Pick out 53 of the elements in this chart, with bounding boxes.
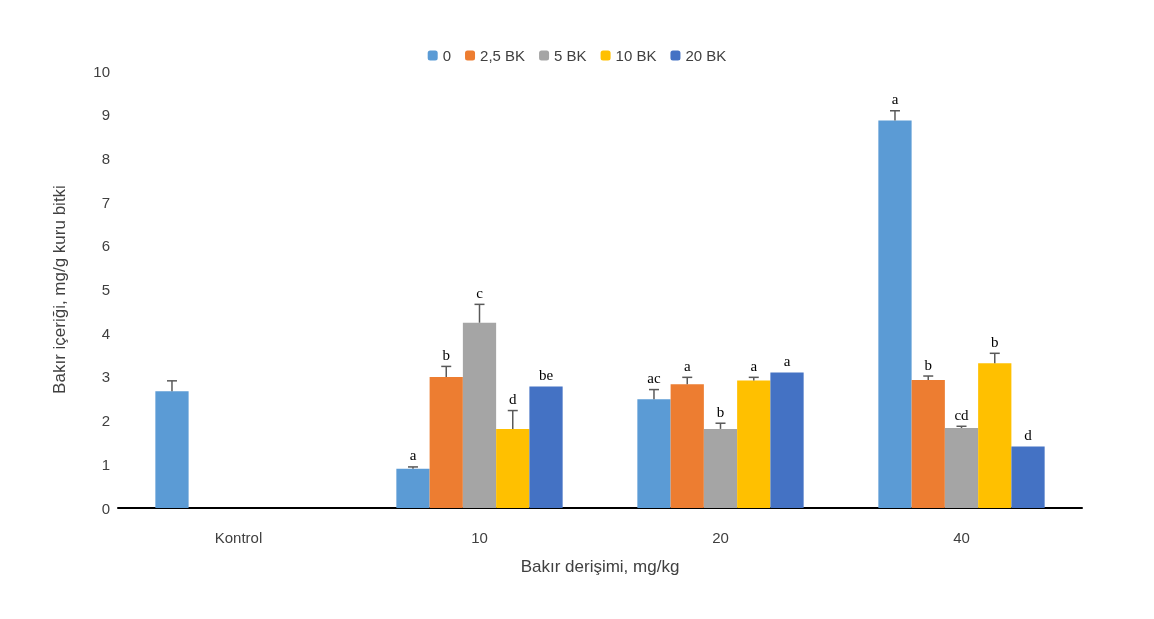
x-tick-label: 40 [953, 529, 970, 546]
bar [911, 379, 945, 508]
y-tick-label: 8 [101, 149, 110, 167]
data-label: d [509, 391, 518, 408]
data-label: b [991, 333, 999, 350]
bar [1011, 446, 1045, 508]
bar [703, 428, 738, 508]
data-label: c [476, 284, 484, 301]
data-label: a [683, 357, 691, 374]
legend-label: 10 BK [615, 47, 657, 64]
y-tick-label: 3 [101, 368, 110, 386]
legend-label: 20 BK [685, 47, 727, 64]
x-tick-label: Kontrol [214, 529, 263, 546]
y-axis-title: Bakır içeriği, mg/g kuru bitki [50, 185, 69, 394]
y-tick-label: 5 [101, 281, 110, 298]
bar [944, 428, 979, 508]
y-tick-label: 9 [101, 106, 110, 124]
bar [396, 468, 430, 508]
x-tick-label: 20 [712, 529, 729, 546]
bar [770, 372, 804, 508]
bar [978, 363, 1012, 508]
y-tick-label: 4 [101, 324, 110, 342]
y-tick-label: 0 [101, 499, 110, 517]
x-tick-label: 10 [471, 529, 488, 546]
y-tick-label: 7 [101, 193, 110, 211]
bar [878, 120, 912, 508]
bar [637, 399, 671, 508]
y-tick-label: 1 [101, 455, 110, 473]
data-label: ac [647, 370, 661, 387]
y-tick-label: 10 [93, 62, 110, 80]
bar [429, 376, 463, 508]
data-label: b [924, 356, 932, 373]
data-label: a [891, 91, 899, 108]
data-label: be [538, 367, 554, 384]
bar [737, 380, 771, 508]
data-label: b [716, 403, 725, 420]
data-label: d [1024, 426, 1033, 443]
x-axis-title: Bakır derişimi, mg/kg [520, 557, 680, 576]
bar [462, 322, 497, 508]
y-tick-label: 6 [101, 237, 110, 255]
legend-label: 5 BK [554, 47, 587, 64]
bar [529, 386, 563, 508]
bar [496, 428, 530, 508]
data-label: a [409, 447, 417, 464]
data-label: b [442, 346, 450, 363]
legend-label: 0 [442, 47, 452, 64]
data-label: a [783, 353, 791, 370]
data-label: cd [954, 406, 970, 423]
bar [155, 391, 189, 508]
bar [670, 384, 704, 508]
y-tick-label: 2 [101, 412, 110, 430]
data-label: a [750, 357, 758, 374]
legend-label: 2,5 BK [480, 47, 526, 64]
